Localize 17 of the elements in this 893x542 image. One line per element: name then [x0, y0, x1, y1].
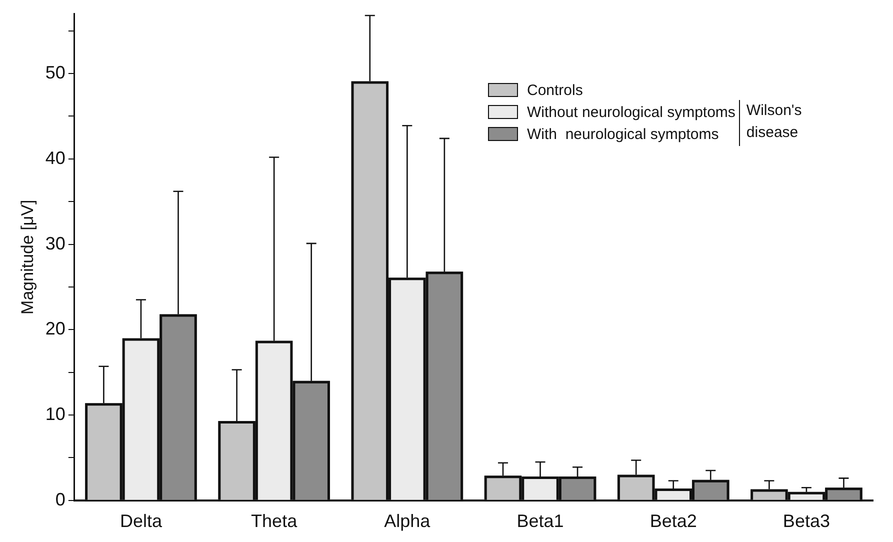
y-tick-label: 50: [45, 62, 66, 83]
x-tick-label: Delta: [120, 511, 163, 532]
x-tick-label: Theta: [251, 511, 298, 532]
x-tick-label: Beta3: [782, 511, 830, 532]
y-axis-title: Magnitude [μV]: [18, 200, 37, 314]
annotation: Wilson's disease: [746, 101, 803, 143]
x-tick-label: Beta1: [516, 511, 564, 532]
y-tick-label: 0: [55, 489, 66, 510]
legend-label: Without neurological symptoms: [527, 104, 736, 120]
x-tick-label: Beta2: [650, 511, 697, 532]
y-tick-label: 30: [45, 233, 66, 254]
y-tick-label: 10: [45, 404, 66, 424]
legend-label: With neurological symptoms: [527, 126, 719, 142]
y-tick-label: 40: [45, 148, 66, 168]
legend-label: Controls: [527, 82, 583, 98]
y-tick-label: 20: [45, 318, 66, 339]
x-tick-label: Alpha: [384, 511, 432, 532]
